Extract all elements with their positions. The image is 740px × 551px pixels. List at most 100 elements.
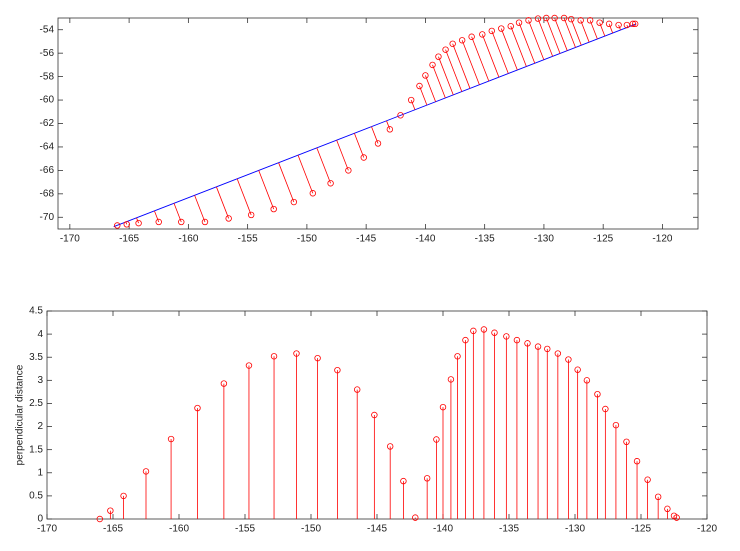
stem-marker <box>439 403 447 411</box>
perpendicular <box>316 147 331 184</box>
perpendicular <box>432 64 446 99</box>
point <box>123 221 130 228</box>
stem-marker <box>470 327 477 335</box>
fit-line <box>113 23 637 228</box>
perpendicular <box>445 49 463 92</box>
point <box>360 154 367 161</box>
perpendicular <box>425 75 436 102</box>
y-tick-label: 0.5 <box>29 491 43 502</box>
y-tick-label: -62 <box>40 118 55 129</box>
y-tick-label: 2 <box>37 421 43 432</box>
perpendicular <box>570 19 582 46</box>
y-tick-label: 0 <box>37 514 43 525</box>
point <box>468 33 475 40</box>
stem-marker <box>96 515 103 523</box>
stem-marker <box>574 366 581 373</box>
stem-marker <box>423 475 431 482</box>
x-tick-label: -130 <box>565 524 585 535</box>
perpendicular <box>278 162 295 203</box>
perpendicular <box>336 140 349 171</box>
perpendicular <box>452 43 471 89</box>
perpendicular <box>589 20 598 40</box>
x-tick-label: -170 <box>60 234 80 245</box>
perpendicular <box>419 85 428 106</box>
x-tick-label: -140 <box>433 524 453 535</box>
stem-marker <box>371 411 378 419</box>
x-tick-label: -170 <box>37 524 57 535</box>
y-tick-label: -64 <box>40 142 55 153</box>
point <box>615 21 622 29</box>
x-tick-label: -120 <box>652 234 672 245</box>
y-axis-label: perpendicular distance <box>15 364 26 465</box>
perpendicular <box>438 56 454 96</box>
point <box>225 215 232 222</box>
stem-marker <box>633 458 641 465</box>
point <box>386 126 394 133</box>
perpendicular <box>194 195 206 223</box>
point <box>397 112 404 119</box>
point <box>135 219 142 227</box>
point <box>247 211 255 219</box>
stem-marker <box>565 356 572 363</box>
perpendicular <box>154 210 160 223</box>
perpendicular <box>554 17 568 51</box>
y-tick-label: 4 <box>37 329 43 340</box>
x-tick-label: -155 <box>238 234 258 245</box>
point <box>429 61 436 69</box>
perpendicular <box>297 154 314 194</box>
point <box>407 96 415 104</box>
point <box>631 20 639 28</box>
perpendicular <box>528 20 545 60</box>
stem-marker <box>594 391 601 398</box>
point <box>551 14 558 22</box>
stem-marker <box>513 336 521 344</box>
stem-marker <box>623 438 630 446</box>
x-tick-label: -120 <box>697 524 717 535</box>
point <box>543 14 550 22</box>
stem-marker <box>454 353 461 360</box>
stem-marker <box>334 366 341 374</box>
stem-marker <box>433 436 440 443</box>
stem-marker <box>107 507 114 514</box>
stem-marker <box>524 340 531 347</box>
perpendicular <box>626 24 629 28</box>
stem-marker <box>491 329 498 336</box>
x-tick-label: -145 <box>367 524 387 535</box>
point <box>290 198 298 206</box>
point <box>442 46 449 53</box>
stem-marker <box>387 443 394 450</box>
perpendicular <box>563 17 576 48</box>
perpendicular <box>461 40 480 85</box>
stem-marker <box>673 514 680 521</box>
stem-marker <box>194 404 201 412</box>
stem-marker <box>167 435 175 443</box>
point <box>114 222 121 229</box>
y-tick-label: -54 <box>40 24 55 35</box>
stem-marker <box>142 468 150 475</box>
stem-marker <box>220 380 228 387</box>
y-tick-label: 1 <box>37 467 43 478</box>
y-tick-label: -60 <box>40 95 55 106</box>
point <box>435 53 442 60</box>
point <box>498 25 505 32</box>
stem-marker <box>354 386 361 393</box>
stem-marker <box>644 476 651 483</box>
perpendicular <box>410 99 416 110</box>
point <box>515 19 523 26</box>
stem-marker <box>654 493 662 501</box>
point <box>596 19 603 26</box>
perpendicular <box>510 26 527 67</box>
perpendicular <box>125 221 128 225</box>
stem-marker <box>554 350 562 357</box>
stem-marker <box>245 362 253 369</box>
point <box>629 20 637 28</box>
perpendicular <box>354 133 365 158</box>
y-tick-label: -68 <box>40 188 55 199</box>
x-tick-label: -160 <box>169 524 189 535</box>
stem-marker <box>544 345 551 353</box>
y-tick-label: 1.5 <box>29 444 43 455</box>
point <box>416 82 423 90</box>
point <box>345 167 352 174</box>
point <box>577 17 584 24</box>
point <box>374 140 382 147</box>
